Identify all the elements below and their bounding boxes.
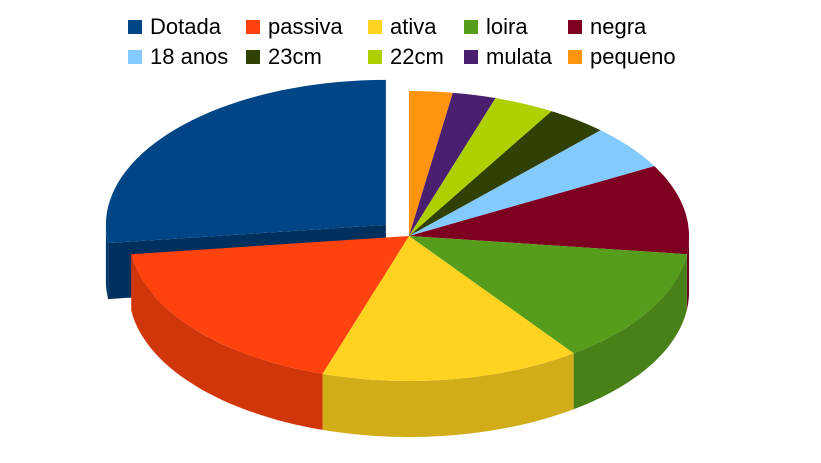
legend-label: 22cm [390,44,444,69]
legend-label: 23cm [268,44,322,69]
pie-slice-side [131,254,323,430]
legend-item-22cm: 22cm [368,44,464,70]
legend-label: loira [486,14,528,39]
legend-swatch [368,20,382,34]
pie-slice-18-anos [409,130,655,236]
legend-swatch [246,20,260,34]
pie-slice-22cm [409,98,552,236]
legend-row-2: 18 anos 23cm 22cm mulata pequeno [128,42,728,72]
legend-item-negra: negra [568,14,688,40]
legend-item-passiva: passiva [246,14,368,40]
legend-item-dotada: Dotada [128,14,246,40]
pie-tops [105,79,689,381]
legend: Dotada passiva ativa loira negra 18 [128,12,728,72]
pie-slice-dotada [105,79,386,244]
legend-swatch [368,50,382,64]
legend-item-loira: loira [464,14,568,40]
pie-slice-side [105,224,109,300]
legend-label: ativa [390,14,437,39]
pie-slice-passiva [131,236,409,374]
legend-label: passiva [268,14,343,39]
legend-row-1: Dotada passiva ativa loira negra [128,12,728,42]
pie-slice-pequeno [409,91,453,236]
legend-label: mulata [486,44,553,69]
pie-slice-23cm [409,111,601,236]
legend-label: Dotada [150,14,221,39]
legend-item-pequeno: pequeno [568,44,688,70]
legend-label: pequeno [590,44,676,69]
pie-slice-loira [409,236,687,354]
legend-item-ativa: ativa [368,14,464,40]
legend-swatch [568,20,582,34]
legend-swatch [464,50,478,64]
legend-item-18-anos: 18 anos [128,44,246,70]
legend-swatch [246,50,260,64]
pie-slice-side [686,236,689,311]
legend-label: 18 anos [150,44,229,69]
legend-swatch [464,20,478,34]
pie-slice-negra [409,166,689,255]
pie-slice-ativa [322,236,574,381]
pie-slice-side [322,353,574,437]
legend-item-mulata: mulata [464,44,568,70]
legend-swatch [568,50,582,64]
legend-swatch [128,50,142,64]
legend-label: negra [590,14,647,39]
legend-item-23cm: 23cm [246,44,368,70]
legend-swatch [128,20,142,34]
pie-slice-side [573,254,687,410]
pie-slice-mulata [409,92,496,236]
